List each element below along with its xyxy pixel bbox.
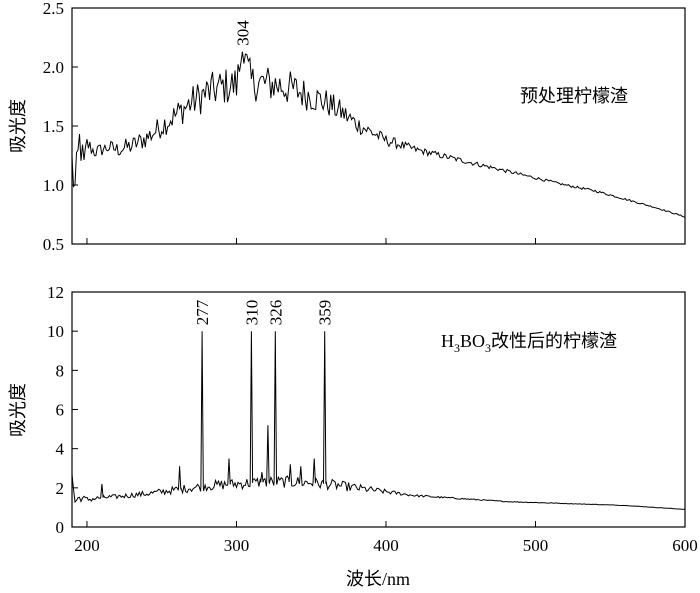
bottom-y-tick-label: 8 (56, 361, 65, 380)
annot-sub-3a: 3 (454, 341, 460, 355)
x-tick-label: 300 (224, 536, 250, 555)
top-y-tick-label: 1.0 (43, 176, 64, 195)
bottom-y-ticks: 0 2 4 6 8 10 12 (47, 283, 78, 537)
x-axis-title: 波长/nm (346, 569, 410, 589)
x-tick-label: 500 (523, 536, 549, 555)
bottom-annotation: H3BO3改性后的柠檬渣 (441, 331, 617, 355)
x-tick-label: 400 (373, 536, 399, 555)
peak-label: 277 (193, 299, 212, 325)
bottom-y-tick-label: 10 (47, 322, 64, 341)
bottom-y-tick-label: 4 (56, 440, 65, 459)
annot-sub-3b: 3 (485, 341, 491, 355)
bottom-x-ticks: 200 300 400 500 600 (74, 521, 698, 555)
top-panel: 0.5 1.0 1.5 2.0 2.5 304 吸光度 预处理柠檬渣 (8, 0, 686, 254)
bottom-y-tick-label: 6 (56, 401, 65, 420)
top-y-tick-label: 2.5 (43, 0, 64, 18)
bottom-y-axis-title: 吸光度 (8, 383, 28, 437)
bottom-y-tick-label: 12 (47, 283, 64, 302)
peak-label: 326 (266, 300, 285, 326)
top-y-axis-title: 吸光度 (8, 99, 28, 153)
top-spectrum-line (71, 51, 686, 218)
top-y-tick-label: 2.0 (43, 58, 64, 77)
bottom-panel: 0 2 4 6 8 10 12 200 300 400 500 600 277 310 326 359 吸… (8, 283, 698, 589)
x-tick-label: 200 (74, 536, 100, 555)
top-y-tick-label: 1.5 (43, 117, 64, 136)
peak-label: 304 (233, 20, 252, 46)
top-x-ticks (86, 238, 686, 244)
bottom-spectrum-line (71, 331, 686, 510)
annot-h: H (441, 331, 454, 351)
annot-suffix: 改性后的柠檬渣 (491, 331, 617, 351)
x-tick-label: 600 (672, 536, 698, 555)
top-y-ticks: 0.5 1.0 1.5 2.0 2.5 (43, 0, 78, 254)
top-y-tick-label: 0.5 (43, 235, 64, 254)
annot-bo: BO (460, 331, 485, 351)
top-peak-labels: 304 (233, 20, 252, 46)
peak-label: 359 (316, 300, 335, 326)
peak-label: 310 (242, 300, 261, 326)
bottom-y-tick-label: 2 (56, 479, 65, 498)
bottom-peak-labels: 277 310 326 359 (193, 299, 335, 325)
bottom-y-tick-label: 0 (56, 518, 65, 537)
top-annotation: 预处理柠檬渣 (520, 86, 628, 106)
